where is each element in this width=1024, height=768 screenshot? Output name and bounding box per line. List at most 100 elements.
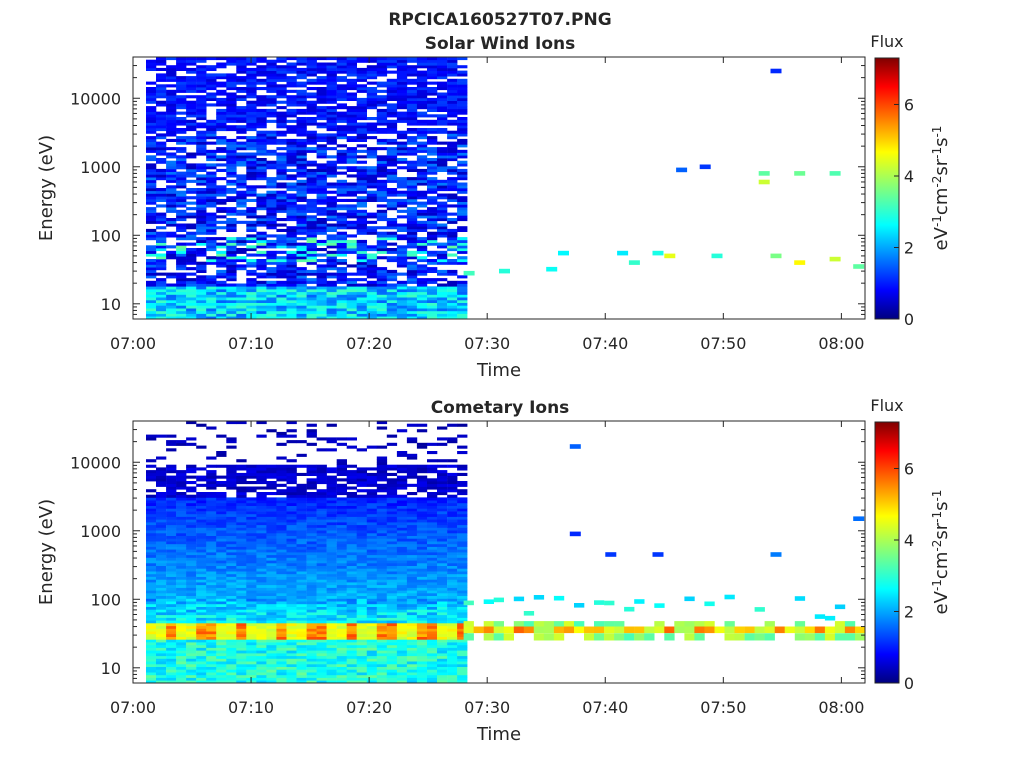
heatmap-cell bbox=[146, 87, 157, 91]
heatmap-cell bbox=[336, 253, 347, 257]
heatmap-cell bbox=[306, 625, 317, 629]
heatmap-cell bbox=[326, 81, 337, 85]
heatmap-cell bbox=[236, 87, 247, 91]
heatmap-cell bbox=[156, 278, 167, 282]
heatmap-cell bbox=[326, 519, 337, 523]
heatmap-cell bbox=[447, 661, 458, 665]
heatmap-cell bbox=[216, 190, 227, 194]
heatmap-cell bbox=[196, 620, 207, 624]
heatmap-cell bbox=[226, 239, 237, 243]
heatmap-cell bbox=[346, 92, 357, 96]
heatmap-cell bbox=[256, 497, 267, 501]
heatmap-cell bbox=[427, 500, 438, 504]
heatmap-cell bbox=[326, 557, 337, 561]
heatmap-cell bbox=[316, 562, 327, 566]
heatmap-cell bbox=[226, 562, 237, 566]
heatmap-cell bbox=[386, 472, 398, 476]
heatmap-cell bbox=[196, 644, 207, 648]
heatmap-cell bbox=[356, 625, 367, 629]
heatmap-cell bbox=[236, 606, 247, 610]
heatmap-cell bbox=[336, 489, 347, 493]
heatmap-cell bbox=[296, 653, 307, 657]
heatmap-cell bbox=[427, 549, 438, 553]
heatmap-cell bbox=[146, 188, 157, 192]
heatmap-cell bbox=[306, 289, 317, 293]
heatmap-cell bbox=[166, 198, 177, 202]
heatmap-cell bbox=[236, 242, 247, 246]
heatmap-cell bbox=[226, 535, 237, 539]
heatmap-cell bbox=[316, 565, 327, 569]
heatmap-cell bbox=[196, 261, 207, 265]
heatmap-cell bbox=[376, 609, 388, 613]
heatmap-cell bbox=[146, 511, 157, 515]
heatmap-cell bbox=[176, 272, 187, 276]
heatmap-cell bbox=[457, 286, 468, 290]
heatmap-cell bbox=[246, 87, 257, 91]
heatmap-cell bbox=[256, 617, 267, 621]
heatmap-cell bbox=[186, 494, 197, 498]
heatmap-cell bbox=[306, 95, 317, 99]
heatmap-cell bbox=[236, 532, 247, 536]
heatmap-cell bbox=[336, 278, 347, 282]
heatmap-cell bbox=[236, 584, 247, 588]
heatmap-cell bbox=[256, 464, 267, 468]
heatmap-cell bbox=[447, 617, 458, 621]
heatmap-cell bbox=[326, 478, 337, 482]
heatmap-cell bbox=[316, 316, 327, 320]
heatmap-cell bbox=[427, 620, 438, 624]
heatmap-cell bbox=[146, 472, 157, 476]
heatmap-cell bbox=[457, 299, 468, 303]
heatmap-cell bbox=[306, 587, 317, 591]
heatmap-cell bbox=[296, 595, 307, 599]
heatmap-cell bbox=[206, 541, 217, 545]
heatmap-cell bbox=[166, 524, 177, 528]
heatmap-cell bbox=[156, 535, 167, 539]
heatmap-cell bbox=[437, 644, 448, 648]
heatmap-cell bbox=[256, 601, 267, 605]
heatmap-cell bbox=[146, 557, 157, 561]
heatmap-cell bbox=[296, 218, 307, 222]
heatmap-cell bbox=[427, 557, 438, 561]
heatmap-cell bbox=[296, 661, 307, 665]
heatmap-cell bbox=[206, 595, 217, 599]
heatmap-cell bbox=[406, 538, 418, 542]
heatmap-cell bbox=[447, 283, 458, 287]
heatmap-cell bbox=[276, 571, 287, 575]
heatmap-cell bbox=[406, 603, 418, 607]
heatmap-cell bbox=[166, 680, 177, 684]
heatmap-cell bbox=[156, 302, 167, 306]
heatmap-cell bbox=[246, 106, 257, 110]
heatmap-cell bbox=[396, 609, 408, 613]
heatmap-cell bbox=[356, 663, 367, 667]
heatmap-cell bbox=[196, 557, 207, 561]
heatmap-cell bbox=[286, 625, 297, 629]
heatmap-cell bbox=[366, 500, 378, 504]
heatmap-cell bbox=[226, 141, 237, 145]
heatmap-cell bbox=[236, 144, 247, 148]
heatmap-cell bbox=[256, 67, 267, 71]
heatmap-cell bbox=[386, 633, 398, 637]
heatmap-cell bbox=[447, 242, 458, 246]
heatmap-cell bbox=[386, 177, 398, 181]
heatmap-cell bbox=[437, 524, 448, 528]
heatmap-cell bbox=[296, 623, 307, 627]
heatmap-cell bbox=[306, 442, 317, 446]
heatmap-cell bbox=[236, 472, 247, 476]
heatmap-cell bbox=[266, 305, 277, 309]
heatmap-cell bbox=[176, 620, 187, 624]
heatmap-cell bbox=[376, 568, 388, 572]
heatmap-cell bbox=[306, 661, 317, 665]
heatmap-cell bbox=[376, 158, 388, 162]
heatmap-cell bbox=[316, 598, 327, 602]
heatmap-cell bbox=[296, 267, 307, 271]
heatmap-cell bbox=[216, 119, 227, 123]
heatmap-cell bbox=[376, 562, 388, 566]
heatmap-cell bbox=[316, 592, 327, 596]
heatmap-cell bbox=[226, 144, 237, 148]
heatmap-cell bbox=[246, 188, 257, 192]
heatmap-cell bbox=[166, 122, 177, 126]
heatmap-cell bbox=[246, 628, 257, 632]
heatmap-cell bbox=[146, 677, 157, 681]
heatmap-cell bbox=[286, 527, 297, 531]
